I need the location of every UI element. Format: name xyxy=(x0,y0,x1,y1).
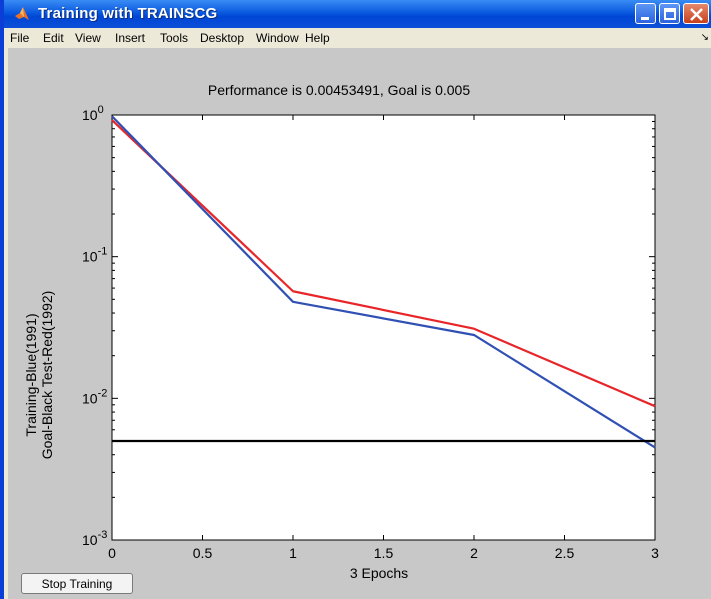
x-tick-label: 0 xyxy=(108,545,116,561)
maximize-icon xyxy=(664,8,676,20)
y-tick-label: 10-2 xyxy=(82,387,107,406)
y-tick-label: 10-1 xyxy=(82,246,107,265)
menu-view[interactable]: View xyxy=(75,31,101,45)
stop-training-button[interactable]: Stop Training xyxy=(21,573,133,594)
chart-title: Performance is 0.00453491, Goal is 0.005 xyxy=(208,82,470,98)
x-tick-label: 2 xyxy=(470,545,478,561)
x-tick-label: 1.5 xyxy=(374,545,394,561)
title-bar[interactable]: Training with TRAINSCG xyxy=(4,0,711,28)
x-axis-label: 3 Epochs xyxy=(350,565,408,581)
maximize-button[interactable] xyxy=(659,3,680,24)
test-series-line xyxy=(111,119,656,408)
menubar-overflow-icon: ↘ xyxy=(700,32,709,43)
menu-insert[interactable]: Insert xyxy=(115,31,146,45)
plot-area xyxy=(111,114,656,541)
menu-tools[interactable]: Tools xyxy=(160,31,189,45)
minimize-button[interactable] xyxy=(635,3,656,24)
y-axis-label-line-1: Training-Blue(1991) xyxy=(23,313,39,436)
minimize-icon xyxy=(641,17,649,20)
y-tick-label: 100 xyxy=(82,104,104,123)
menu-desktop[interactable]: Desktop xyxy=(200,31,245,45)
x-tick-label: 3 xyxy=(651,545,659,561)
menu-window[interactable]: Window xyxy=(256,31,299,45)
y-axis-label: Training-Blue(1991) Goal-Black Test-Red(… xyxy=(23,291,55,460)
window-title: Training with TRAINSCG xyxy=(38,5,218,22)
x-tick-label: 2.5 xyxy=(555,545,575,561)
y-tick-label: 10-3 xyxy=(82,529,107,548)
training-series-line xyxy=(111,115,656,449)
x-tick-label: 0.5 xyxy=(193,545,213,561)
close-button[interactable] xyxy=(683,3,709,24)
close-icon xyxy=(690,8,703,21)
menu-edit[interactable]: Edit xyxy=(43,31,64,45)
y-axis-label-line-2: Goal-Black Test-Red(1992) xyxy=(39,291,55,460)
figure-canvas: Performance is 0.00453491, Goal is 0.005… xyxy=(8,48,711,599)
menu-help[interactable]: Help xyxy=(305,31,330,45)
menu-bar: File Edit View Insert Tools Desktop Wind… xyxy=(8,28,711,48)
menu-file[interactable]: File xyxy=(10,31,30,45)
matlab-icon xyxy=(15,7,29,20)
performance-chart: Performance is 0.00453491, Goal is 0.005… xyxy=(23,82,659,581)
x-tick-label: 1 xyxy=(289,545,297,561)
